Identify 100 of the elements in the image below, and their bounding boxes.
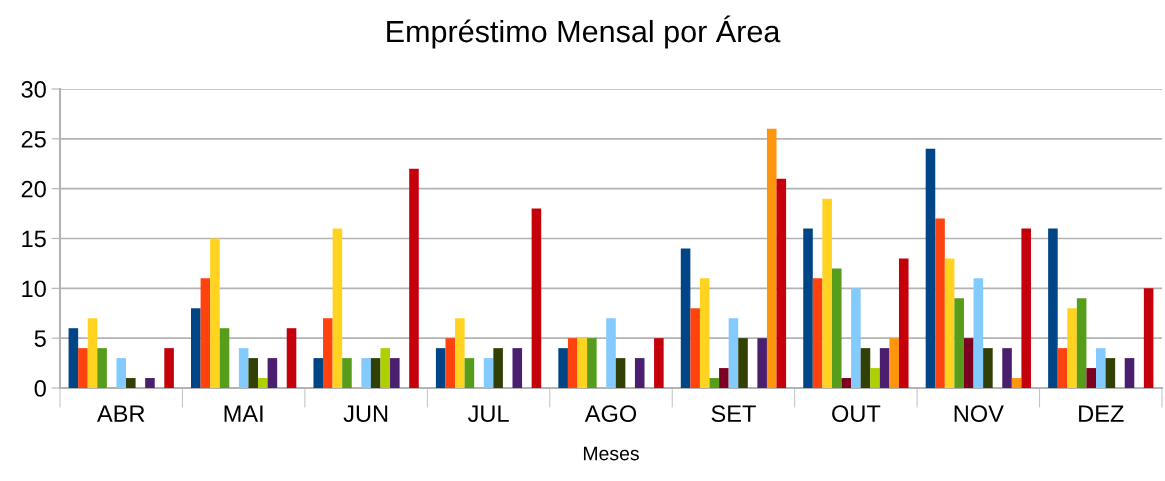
bar [738, 338, 748, 388]
bar [654, 338, 664, 388]
y-tick-label: 5 [34, 330, 46, 347]
bar [248, 358, 259, 388]
bar [361, 358, 371, 388]
bar [1086, 368, 1096, 388]
bar [87, 318, 98, 388]
bar [1002, 348, 1012, 388]
bar [587, 338, 597, 388]
bar [812, 278, 823, 388]
bar [1067, 308, 1077, 388]
bar [1048, 228, 1058, 388]
bar [210, 238, 220, 388]
bar [973, 278, 984, 388]
x-tick-label: SET [711, 405, 756, 423]
bar [567, 338, 578, 388]
bar [313, 358, 324, 388]
bar [116, 358, 127, 388]
bar [558, 348, 568, 388]
bar [841, 378, 852, 388]
bar [634, 358, 645, 388]
x-tick-label: MAI [224, 405, 263, 422]
bar [409, 168, 419, 388]
bar [766, 128, 777, 388]
bar [606, 318, 616, 388]
bar [776, 178, 787, 388]
bar [380, 348, 391, 388]
bar [342, 358, 352, 388]
bar [1076, 298, 1087, 388]
bar [699, 278, 710, 388]
x-tick-label: NOV [954, 405, 1004, 423]
bar [200, 278, 211, 388]
bar [577, 338, 588, 388]
bar [267, 358, 278, 388]
bar [898, 258, 909, 388]
bar [889, 338, 899, 388]
bar [435, 348, 446, 388]
bar [145, 378, 155, 388]
bar [164, 348, 174, 388]
bar [803, 228, 813, 388]
bar [464, 358, 475, 388]
bar [925, 148, 936, 388]
bar [963, 338, 974, 388]
bar [1021, 228, 1031, 388]
bar [851, 288, 861, 388]
bar [709, 378, 720, 388]
y-tick-label: 20 [21, 180, 46, 198]
bar [719, 368, 729, 388]
bar [860, 348, 871, 388]
x-tick-label: JUL [467, 405, 509, 423]
bar [390, 358, 400, 388]
chart-title: Empréstimo Mensal por Área [387, 15, 781, 49]
bar [935, 218, 945, 388]
bar [370, 358, 381, 388]
bar [219, 328, 230, 388]
bar [879, 348, 890, 388]
y-tick-label: 15 [22, 230, 46, 248]
y-tick-label: 30 [21, 81, 46, 98]
bar [690, 308, 700, 388]
bar [870, 368, 880, 388]
bar [68, 328, 79, 388]
x-tick-label: AGO [584, 405, 637, 423]
bar [831, 268, 842, 388]
bar [822, 198, 832, 388]
bar [728, 318, 739, 388]
bar [680, 248, 691, 388]
bar [1143, 288, 1154, 388]
bar [258, 378, 268, 388]
bar [97, 348, 107, 388]
y-tick-label: 0 [34, 380, 46, 397]
y-tick-label: 10 [22, 280, 46, 298]
x-tick-label: JUN [343, 405, 388, 423]
x-tick-label: DEZ [1079, 405, 1124, 422]
x-axis-title: Meses [583, 446, 639, 461]
bar [191, 308, 201, 388]
bar [238, 348, 249, 388]
bar [445, 338, 456, 388]
bar [1057, 348, 1068, 388]
bar [1095, 348, 1106, 388]
bar [286, 328, 297, 388]
bar [483, 358, 494, 388]
bar [1011, 378, 1022, 388]
bar [493, 348, 503, 388]
bar [455, 318, 465, 388]
bar [757, 338, 767, 388]
bar [983, 348, 993, 388]
x-tick-label: ABR [97, 405, 145, 422]
bar [615, 358, 626, 388]
bar [531, 208, 542, 388]
bar [512, 348, 523, 388]
bar [126, 378, 136, 388]
x-tick-label: OUT [832, 405, 881, 423]
bar [78, 348, 88, 388]
bar [323, 318, 333, 388]
bar [954, 298, 964, 388]
bar [1124, 358, 1135, 388]
bar [332, 228, 343, 388]
bar [944, 258, 955, 388]
y-tick-label: 25 [21, 130, 46, 148]
bar [1105, 358, 1116, 388]
